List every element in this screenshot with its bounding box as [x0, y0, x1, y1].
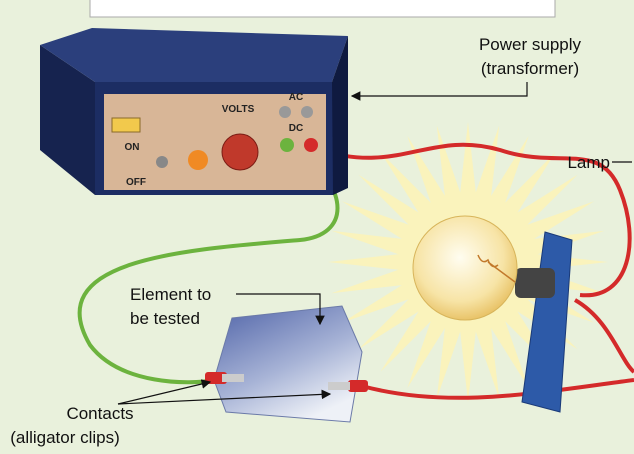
- lamp-label: Lamp: [567, 153, 610, 172]
- toggle: [156, 156, 168, 168]
- terminal: [304, 138, 318, 152]
- terminal: [279, 106, 291, 118]
- volts-knob: [222, 134, 258, 170]
- off-label: OFF: [126, 177, 146, 188]
- clip: [348, 380, 368, 392]
- diagram: VOLTS AC DC ON OFF Power supply (transfo…: [0, 0, 634, 454]
- terminal: [280, 138, 294, 152]
- supply-top: [40, 28, 348, 82]
- dc-label: DC: [289, 123, 303, 134]
- ac-label: AC: [289, 92, 303, 103]
- supply-label: Power supply: [479, 35, 582, 54]
- button: [188, 150, 208, 170]
- lamp-socket: [515, 268, 555, 298]
- on-label: ON: [125, 142, 140, 153]
- indicator: [112, 118, 140, 132]
- volts-label: VOLTS: [222, 104, 255, 115]
- supply-label: (transformer): [481, 59, 579, 78]
- top-box: [90, 0, 555, 17]
- contacts-label: Contacts: [66, 404, 133, 423]
- contacts-label: (alligator clips): [10, 428, 120, 447]
- clip: [328, 382, 350, 390]
- element-label: Element to: [130, 285, 211, 304]
- clip: [222, 374, 244, 382]
- test-element: [214, 306, 362, 422]
- element-label: be tested: [130, 309, 200, 328]
- bulb: [413, 216, 517, 320]
- terminal: [301, 106, 313, 118]
